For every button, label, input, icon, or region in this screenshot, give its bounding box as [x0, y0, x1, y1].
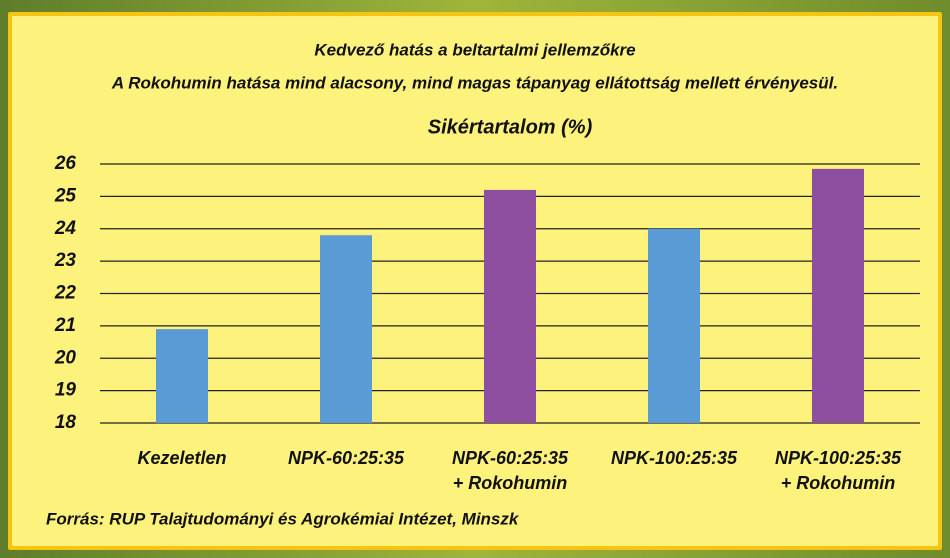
panel [8, 12, 942, 550]
x-tick-label: Kezeletlen [137, 448, 227, 468]
chart-title: Kedvező hatás a beltartalmi jellemzőkre [314, 40, 635, 59]
y-tick-label: 19 [55, 380, 77, 401]
y-tick-label: 18 [55, 412, 77, 433]
y-tick-label: 25 [54, 185, 77, 206]
y-tick-label: 20 [54, 347, 77, 368]
y-tick-label: 23 [54, 250, 77, 271]
y-tick-label: 24 [54, 218, 77, 239]
chart-subtitle: A Rokohumin hatása mind alacsony, mind m… [111, 73, 838, 92]
x-tick-label: NPK-60:25:35 [287, 448, 405, 468]
y-tick-label: 26 [54, 153, 77, 174]
bar [156, 329, 208, 423]
bar [320, 235, 372, 423]
x-tick-label: NPK-100:25:35 + Rokohumin [774, 448, 902, 493]
x-tick-label: NPK-60:25:35 + Rokohumin [451, 448, 569, 493]
x-tick-label: NPK-100:25:35 [610, 448, 738, 468]
y-tick-label: 21 [54, 315, 76, 336]
source: Forrás: RUP Talajtudományi és Agrokémiai… [46, 509, 520, 528]
axis-title: Sikértartalom (%) [428, 116, 593, 138]
bar [484, 189, 536, 423]
y-tick-label: 22 [54, 283, 77, 304]
bar [812, 168, 864, 423]
bar [648, 228, 700, 423]
